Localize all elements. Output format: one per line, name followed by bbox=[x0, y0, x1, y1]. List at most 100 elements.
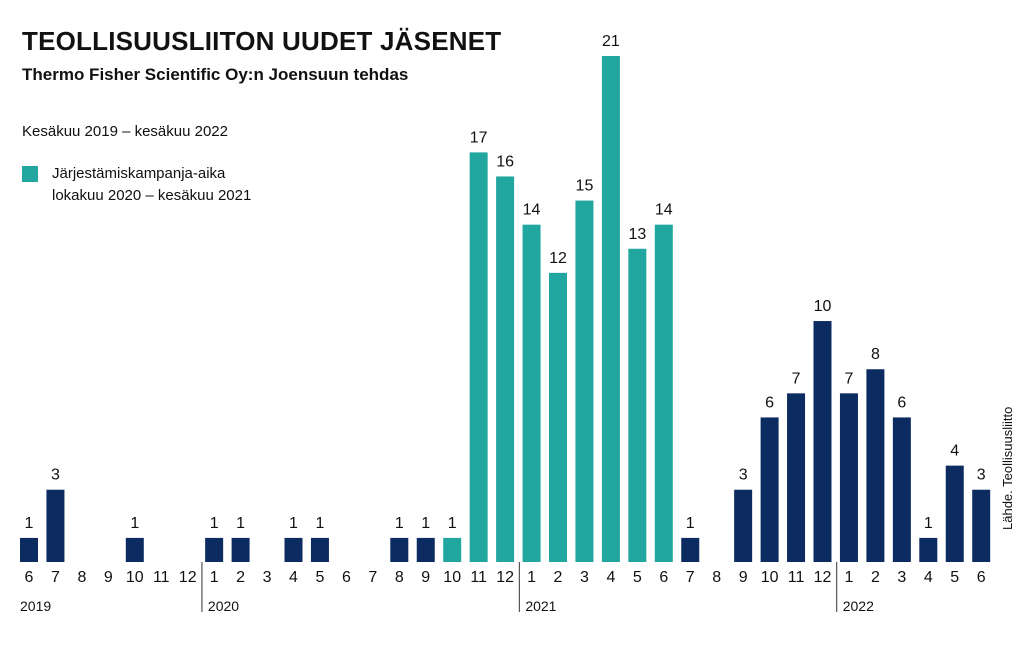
chart-title: TEOLLISUUSLIITON UUDET JÄSENET bbox=[22, 26, 502, 56]
x-tick-label: 1 bbox=[210, 569, 219, 586]
legend-swatch-campaign bbox=[22, 166, 38, 182]
bar bbox=[522, 224, 541, 562]
bar bbox=[20, 537, 38, 562]
bar bbox=[416, 537, 435, 562]
data-label: 1 bbox=[395, 515, 404, 532]
x-tick-label: 8 bbox=[77, 569, 86, 586]
x-tick-label: 4 bbox=[289, 569, 298, 586]
x-tick-label: 11 bbox=[153, 569, 170, 586]
data-label: 21 bbox=[602, 33, 620, 50]
x-tick-label: 1 bbox=[527, 569, 536, 586]
x-tick-label: 6 bbox=[659, 569, 668, 586]
x-tick-label: 6 bbox=[25, 569, 34, 586]
data-label: 1 bbox=[315, 515, 324, 532]
data-label: 3 bbox=[51, 467, 60, 484]
x-tick-label: 11 bbox=[470, 569, 487, 586]
x-tick-label: 9 bbox=[421, 569, 430, 586]
data-label: 14 bbox=[655, 202, 673, 219]
bar bbox=[892, 417, 911, 562]
data-label: 1 bbox=[236, 515, 245, 532]
x-tick-label: 6 bbox=[342, 569, 351, 586]
x-tick-label: 7 bbox=[368, 569, 377, 586]
data-label: 1 bbox=[130, 515, 139, 532]
data-label: 1 bbox=[210, 515, 219, 532]
data-label: 8 bbox=[871, 346, 880, 363]
bar bbox=[125, 537, 144, 562]
x-tick-label: 1 bbox=[844, 569, 853, 586]
bar bbox=[734, 489, 753, 562]
bar bbox=[496, 176, 515, 562]
bar bbox=[972, 489, 991, 562]
bar bbox=[310, 537, 329, 562]
year-label: 2019 bbox=[20, 598, 51, 614]
bar bbox=[390, 537, 409, 562]
period-label: Kesäkuu 2019 – kesäkuu 2022 bbox=[22, 123, 228, 140]
bar bbox=[628, 248, 647, 562]
x-tick-label: 10 bbox=[443, 569, 461, 586]
data-label: 10 bbox=[814, 298, 832, 315]
data-label: 6 bbox=[897, 394, 906, 411]
x-tick-label: 7 bbox=[51, 569, 60, 586]
chart-subtitle: Thermo Fisher Scientific Oy:n Joensuun t… bbox=[22, 65, 409, 84]
data-label: 7 bbox=[792, 370, 801, 387]
data-label: 7 bbox=[844, 370, 853, 387]
data-label: 3 bbox=[739, 467, 748, 484]
legend-text: Järjestämiskampanja-aika lokakuu 2020 – … bbox=[52, 163, 251, 207]
year-label: 2020 bbox=[208, 598, 239, 614]
x-tick-label: 5 bbox=[950, 569, 959, 586]
bar bbox=[787, 393, 806, 562]
x-tick-label: 2 bbox=[871, 569, 880, 586]
x-tick-label: 12 bbox=[179, 569, 197, 586]
data-label: 17 bbox=[470, 129, 488, 146]
legend-line-1: Järjestämiskampanja-aika bbox=[52, 165, 226, 182]
data-label: 1 bbox=[686, 515, 695, 532]
year-label: 2022 bbox=[843, 598, 874, 614]
x-tick-label: 5 bbox=[315, 569, 324, 586]
legend: Järjestämiskampanja-aika lokakuu 2020 – … bbox=[22, 163, 251, 207]
data-label: 13 bbox=[628, 226, 646, 243]
bar bbox=[549, 272, 567, 562]
data-label: 1 bbox=[421, 515, 430, 532]
data-label: 1 bbox=[448, 515, 457, 532]
x-tick-label: 7 bbox=[686, 569, 695, 586]
x-tick-label: 12 bbox=[496, 569, 514, 586]
x-tick-label: 9 bbox=[104, 569, 113, 586]
x-tick-label: 4 bbox=[606, 569, 615, 586]
data-label: 3 bbox=[977, 467, 986, 484]
data-label: 1 bbox=[25, 515, 34, 532]
bar bbox=[601, 56, 620, 562]
data-label: 16 bbox=[496, 153, 514, 170]
bar bbox=[46, 489, 65, 562]
x-tick-label: 8 bbox=[395, 569, 404, 586]
data-label: 6 bbox=[765, 394, 774, 411]
x-tick-label: 2 bbox=[554, 569, 563, 586]
bar bbox=[919, 537, 938, 562]
data-label: 4 bbox=[950, 443, 959, 460]
bar bbox=[945, 465, 964, 562]
bar bbox=[681, 537, 700, 562]
bar bbox=[284, 537, 303, 562]
x-tick-label: 3 bbox=[897, 569, 906, 586]
data-label: 14 bbox=[523, 202, 541, 219]
x-tick-label: 4 bbox=[924, 569, 933, 586]
year-label: 2021 bbox=[525, 598, 556, 614]
bar bbox=[839, 393, 858, 562]
data-label: 1 bbox=[924, 515, 933, 532]
bar bbox=[231, 537, 250, 562]
x-tick-label: 9 bbox=[739, 569, 748, 586]
bar bbox=[654, 224, 673, 562]
x-tick-label: 3 bbox=[263, 569, 272, 586]
data-label: 1 bbox=[289, 515, 298, 532]
x-tick-label: 5 bbox=[633, 569, 642, 586]
x-tick-label: 3 bbox=[580, 569, 589, 586]
legend-line-2: lokakuu 2020 – kesäkuu 2021 bbox=[52, 187, 252, 204]
bar bbox=[575, 200, 594, 563]
bar bbox=[813, 321, 832, 562]
data-label: 12 bbox=[549, 250, 567, 267]
x-tick-label: 11 bbox=[788, 569, 805, 586]
bar bbox=[760, 417, 779, 562]
x-tick-label: 2 bbox=[236, 569, 245, 586]
x-tick-label: 8 bbox=[712, 569, 721, 586]
x-tick-label: 12 bbox=[814, 569, 832, 586]
